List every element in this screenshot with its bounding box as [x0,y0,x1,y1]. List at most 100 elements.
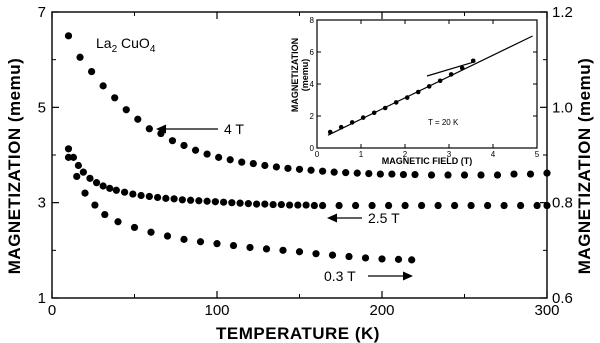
point-2-5-t [121,188,129,196]
annotation-2-5t: 2.5 T [327,210,400,226]
point-2-5-t [543,201,551,210]
point-0-3-t [394,255,403,263]
point-0-3-t [262,245,271,253]
point-4-t [203,150,211,158]
inset-point [459,65,465,71]
inset-point [371,110,377,116]
point-2-5-t [319,201,327,210]
point-2-5-t [294,201,302,209]
x-tick-label: 0 [48,302,56,319]
point-2-5-t [533,201,541,210]
y-axis-title-left: MAGNETIZATION (memu) [5,58,24,275]
inset-x-tick-label: 1 [359,150,364,159]
annotation-4t: 4 T [156,121,244,137]
point-4-t [284,164,292,172]
point-4-t [295,165,304,173]
inset-x-tick-label: 0 [315,150,320,159]
point-0-3-t [196,238,205,246]
inset-point [404,95,410,100]
point-2-5-t [112,186,120,194]
point-0-3-t [213,240,221,248]
point-2-5-t [220,198,228,206]
point-2-5-t [368,201,376,210]
x-tick-label: 100 [204,302,229,319]
x-axis-title: TEMPERATURE (K) [216,324,380,343]
point-4-t [510,170,518,178]
point-4-t [215,153,223,161]
y-tick-label-right: 1.2 [552,4,573,21]
inset-point [426,84,432,89]
point-0-3-t [64,153,73,161]
point-0-3-t [73,172,81,181]
point-2-5-t [64,145,73,153]
point-4-t [477,171,485,179]
point-4-t [543,169,551,177]
point-2-5-t [253,200,261,208]
point-2-5-t [145,192,153,201]
inset-point [437,78,443,84]
point-0-3-t [408,256,416,264]
point-0-3-t [361,254,370,262]
point-2-5-t [434,201,442,210]
point-0-3-t [163,232,172,240]
point-4-t [427,171,436,179]
point-4-t [399,170,408,179]
point-2-5-t [500,201,508,210]
point-2-5-t [106,184,114,192]
point-4-t [99,82,107,90]
point-2-5-t [162,194,170,202]
point-2-5-t [302,201,310,209]
point-2-5-t [137,191,145,200]
point-4-t [526,170,535,178]
inset-y-tick-label: 8 [310,16,315,25]
point-2-5-t [178,196,186,204]
point-4-t [191,146,200,154]
point-4-t [168,137,177,145]
point-4-t [145,125,153,133]
y-tick-label-right: 0.6 [552,290,573,307]
inset-x-title: MAGNETIC FIELD (T) [382,156,473,166]
svg-text:2.5 T: 2.5 T [368,210,400,226]
inset-point [415,89,421,95]
y-tick-label-left: 5 [38,99,46,116]
point-2-5-t [170,195,178,203]
x-tick-label: 200 [369,302,394,319]
point-4-t [76,53,84,61]
annotation-0-3t: 0.3 T [324,268,413,284]
point-2-5-t [154,193,162,202]
point-4-t [365,169,373,178]
point-4-t [342,169,350,177]
point-4-t [330,168,338,176]
point-0-3-t [180,235,188,243]
point-2-5-t [74,161,82,170]
point-4-t [460,171,469,179]
inset-point [360,115,366,120]
point-2-5-t [484,201,492,210]
inset-point [349,120,355,125]
point-2-5-t [277,200,285,209]
main-data [64,32,551,264]
inset-point [338,124,344,130]
inset-fit-line [426,61,476,77]
inset-x-tick-label: 4 [491,150,496,159]
inset-frame [316,19,538,149]
y-tick-label-left: 1 [38,290,46,307]
point-2-5-t [467,201,475,210]
inset-y-tick-label: 6 [310,48,315,57]
point-2-5-t [385,201,393,210]
y-tick-label-left: 3 [38,195,46,212]
point-2-5-t [86,174,94,182]
point-2-5-t [236,199,244,207]
inset-y-tick-label: 2 [310,112,315,121]
point-2-5-t [92,179,101,187]
point-2-5-t [418,201,426,210]
point-4-t [226,156,234,164]
point-0-3-t [279,246,287,254]
inset-y-unit: (memu) [300,59,310,92]
point-0-3-t [101,210,109,219]
y-axis-title-right: MAGNETIZATION (memu) [575,58,594,275]
point-2-5-t [211,198,219,206]
point-2-5-t [195,197,203,205]
